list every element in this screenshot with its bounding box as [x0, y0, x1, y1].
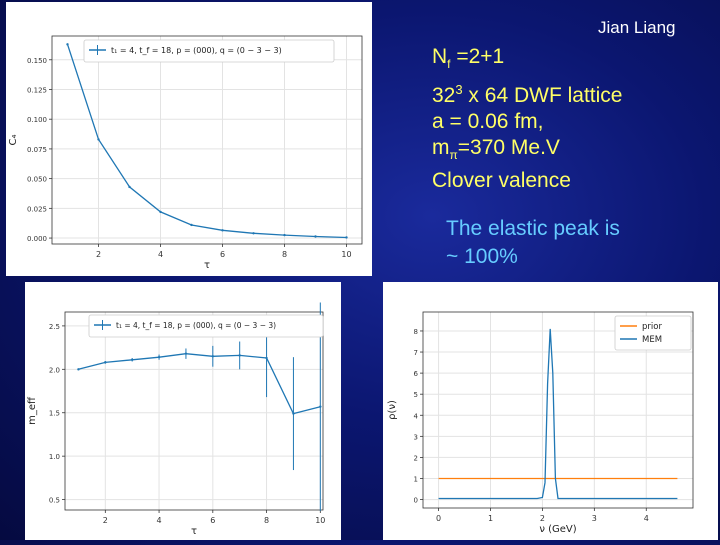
y-tick-label: 7 [414, 349, 418, 357]
author-name: Jian Liang [598, 18, 676, 37]
effective-mass-chart-panel: 2 4 6 8 10 0.5 1.0 1.5 2.0 2.5 τ m_eff t₁ = 4, t_f =… [25, 282, 341, 540]
y-tick-label: 1.5 [49, 410, 60, 418]
nf-line: Nf =2+1 [432, 45, 505, 72]
series-line-MEM [438, 328, 678, 500]
y-tick-label: 2.0 [49, 366, 60, 374]
y-tick-label: 4 [414, 412, 419, 420]
data-point [283, 233, 286, 237]
x-tick-label: 6 [220, 250, 225, 259]
plot-frame [51, 35, 363, 245]
y-tick-label: 5 [414, 391, 418, 399]
y-tick-label: 0.000 [27, 235, 47, 243]
elastic-peak-note: The elastic peak is ~ 100% [446, 215, 620, 271]
y-tick-label: 0.125 [27, 86, 47, 94]
data-point [157, 355, 161, 359]
data-point [130, 358, 134, 361]
note-line-2: ~ 100% [446, 245, 518, 268]
y-tick-label: 3 [414, 433, 418, 441]
data-point [252, 232, 255, 235]
data-point [345, 236, 348, 239]
plot-frame [422, 311, 694, 509]
y-tick-label: 2.5 [49, 323, 60, 331]
c4-chart-panel: 2 4 6 8 10 0.000 0.025 0.050 0.075 0.100 0.125 0.15… [6, 2, 372, 276]
y-tick-label: 1 [414, 475, 418, 483]
data-point [66, 43, 69, 46]
x-tick-label: 6 [210, 516, 215, 525]
spacing-line: a = 0.06 fm, [432, 110, 544, 134]
c4-chart: 2 4 6 8 10 0.000 0.025 0.050 0.075 0.100 0.125 0.15… [8, 35, 363, 271]
y-tick-label: 0.100 [27, 116, 47, 124]
data-point [77, 368, 80, 371]
x-tick-label: 8 [264, 516, 269, 525]
legend-label: t₁ = 4, t_f = 18, p = (000), q = (0 − 3 … [111, 46, 282, 55]
effective-mass-chart: 2 4 6 8 10 0.5 1.0 1.5 2.0 2.5 τ m_eff t₁ = 4, t_f =… [27, 302, 325, 537]
legend-box [614, 315, 692, 351]
lattice-line: 323 x 64 DWF lattice [432, 82, 623, 108]
x-tick-label: 10 [341, 250, 351, 259]
data-point [319, 405, 322, 408]
legend-label: MEM [642, 335, 662, 345]
y-tick-label: 2 [414, 454, 418, 462]
lattice-parameters: Nf =2+1 323 x 64 DWF lattice a = 0.06 fm… [432, 44, 622, 194]
pion-mass-line: mπ=370 Me.V [432, 136, 560, 163]
x-tick-label: 2 [540, 514, 545, 523]
data-point [314, 235, 317, 238]
y-tick-label: 0.5 [49, 497, 60, 505]
x-tick-label: 3 [592, 514, 597, 523]
mem-spectral-chart-panel: 0 1 2 3 4 0 1 2 3 4 5 6 7 8 ν (GeV) ρ(ν) prior MEM [383, 282, 718, 540]
y-tick-label: 1.0 [49, 453, 60, 461]
y-tick-label: 6 [414, 370, 419, 378]
note-line-1: The elastic peak is [446, 217, 620, 240]
valence-line: Clover valence [432, 169, 571, 193]
y-tick-label: 0.150 [27, 57, 47, 65]
data-point [238, 354, 241, 357]
x-tick-label: 4 [644, 514, 649, 523]
x-tick-label: 10 [315, 516, 325, 525]
y-tick-label: 0.075 [27, 146, 47, 154]
data-point [128, 185, 131, 189]
data-point [184, 352, 188, 355]
legend-box [88, 314, 324, 338]
legend-label: t₁ = 4, t_f = 18, p = (000), q = (0 − 3 … [116, 321, 276, 330]
x-tick-label: 0 [436, 514, 441, 523]
x-axis-label: τ [204, 260, 210, 271]
data-point [211, 355, 215, 358]
data-point [97, 138, 100, 141]
series-line-t [78, 353, 321, 415]
y-tick-label: 0 [414, 497, 418, 505]
data-point [292, 412, 295, 415]
x-axis-label: ν (GeV) [539, 524, 576, 535]
legend-label: prior [642, 322, 662, 332]
y-axis-label: C₄ [8, 135, 19, 146]
x-tick-label: 2 [103, 516, 108, 525]
x-tick-label: 8 [282, 250, 287, 259]
data-point [265, 356, 268, 360]
x-tick-label: 1 [488, 514, 493, 523]
mem-spectral-chart: 0 1 2 3 4 0 1 2 3 4 5 6 7 8 ν (GeV) ρ(ν) prior MEM [387, 311, 694, 535]
data-point [159, 210, 162, 214]
x-axis-label: τ [191, 526, 197, 537]
x-tick-label: 2 [96, 250, 101, 259]
y-tick-label: 0.025 [27, 205, 47, 213]
plot-frame [64, 311, 324, 511]
series-line-t [66, 44, 347, 239]
y-axis-label: m_eff [27, 396, 38, 425]
y-tick-label: 8 [414, 328, 418, 336]
y-axis-label: ρ(ν) [387, 400, 398, 420]
data-point [104, 361, 107, 364]
data-point [190, 223, 193, 227]
data-point [221, 229, 224, 232]
legend-box [83, 39, 335, 63]
y-tick-label: 0.050 [27, 176, 47, 184]
x-tick-label: 4 [157, 516, 162, 525]
x-tick-label: 4 [158, 250, 163, 259]
